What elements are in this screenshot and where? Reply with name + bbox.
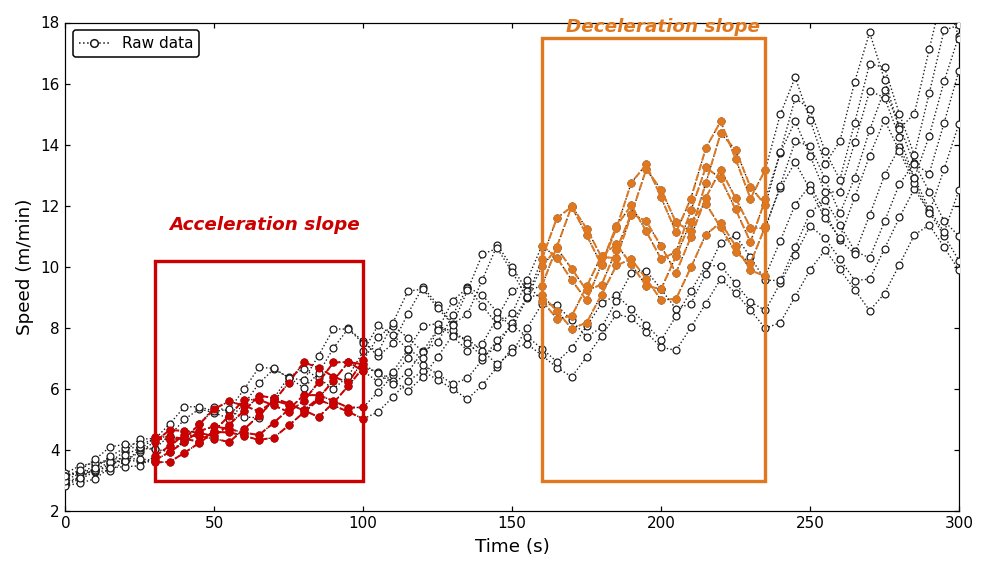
X-axis label: Time (s): Time (s) (475, 538, 549, 555)
Bar (542, 38, 765, 480)
Y-axis label: Speed (m/min): Speed (m/min) (17, 198, 35, 335)
Text: Acceleration slope: Acceleration slope (169, 216, 360, 234)
Legend: Raw data: Raw data (73, 30, 199, 57)
Bar (154, 261, 363, 480)
Text: Deceleration slope: Deceleration slope (566, 18, 759, 35)
